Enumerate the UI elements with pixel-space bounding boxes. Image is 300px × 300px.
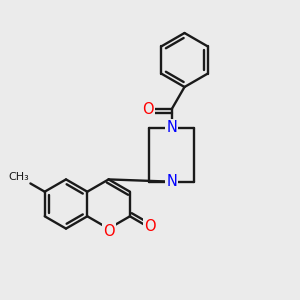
Text: O: O bbox=[142, 102, 154, 117]
Text: O: O bbox=[103, 224, 114, 239]
Text: N: N bbox=[166, 120, 177, 135]
Text: N: N bbox=[166, 174, 177, 189]
Text: O: O bbox=[145, 219, 156, 234]
Text: CH₃: CH₃ bbox=[8, 172, 29, 182]
